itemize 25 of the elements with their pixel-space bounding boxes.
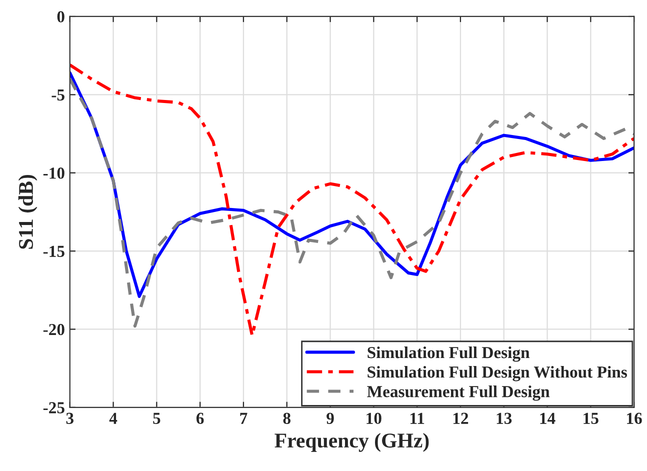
x-tick-label: 3 [66,412,74,424]
x-tick-label: 16 [627,412,642,424]
y-tick-label: -15 [43,246,64,257]
y-tick-label: -5 [52,90,64,101]
x-tick-label: 15 [584,412,598,424]
x-tick-label: 9 [326,412,334,424]
x-tick-label: 13 [496,412,512,424]
legend-label: Measurement Full Design [367,386,550,401]
y-tick-label: 0 [57,11,64,22]
x-tick-label: 4 [109,412,118,424]
x-tick-label: 11 [410,412,424,424]
y-tick-label: -25 [43,402,64,414]
x-tick-label: 5 [153,412,160,424]
y-tick-label: -10 [43,168,64,179]
y-tick-label: -20 [43,324,64,336]
x-tick-label: 7 [240,412,248,424]
x-tick-label: 14 [540,412,556,424]
legend-label: Simulation Full Design Without Pins [368,366,627,382]
y-axis-title: S11 (dB) [18,174,38,249]
x-tick-label: 6 [196,412,204,424]
x-tick-label: 8 [283,412,290,424]
x-tick-label: 10 [366,412,382,424]
x-tick-label: 12 [453,412,468,424]
legend-label: Simulation Full Design [368,346,530,362]
x-axis-title: Frequency (GHz) [274,432,429,452]
